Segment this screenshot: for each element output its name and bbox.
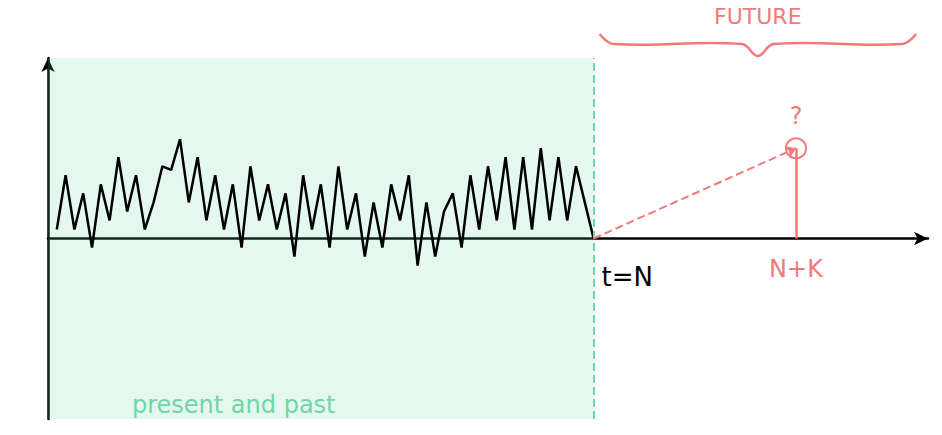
svg-text:t=N: t=N [602, 262, 653, 292]
svg-text:present and past: present and past [132, 391, 336, 419]
svg-text:?: ? [790, 102, 803, 130]
svg-text:N+K: N+K [769, 255, 824, 283]
svg-text:FUTURE: FUTURE [714, 4, 801, 29]
